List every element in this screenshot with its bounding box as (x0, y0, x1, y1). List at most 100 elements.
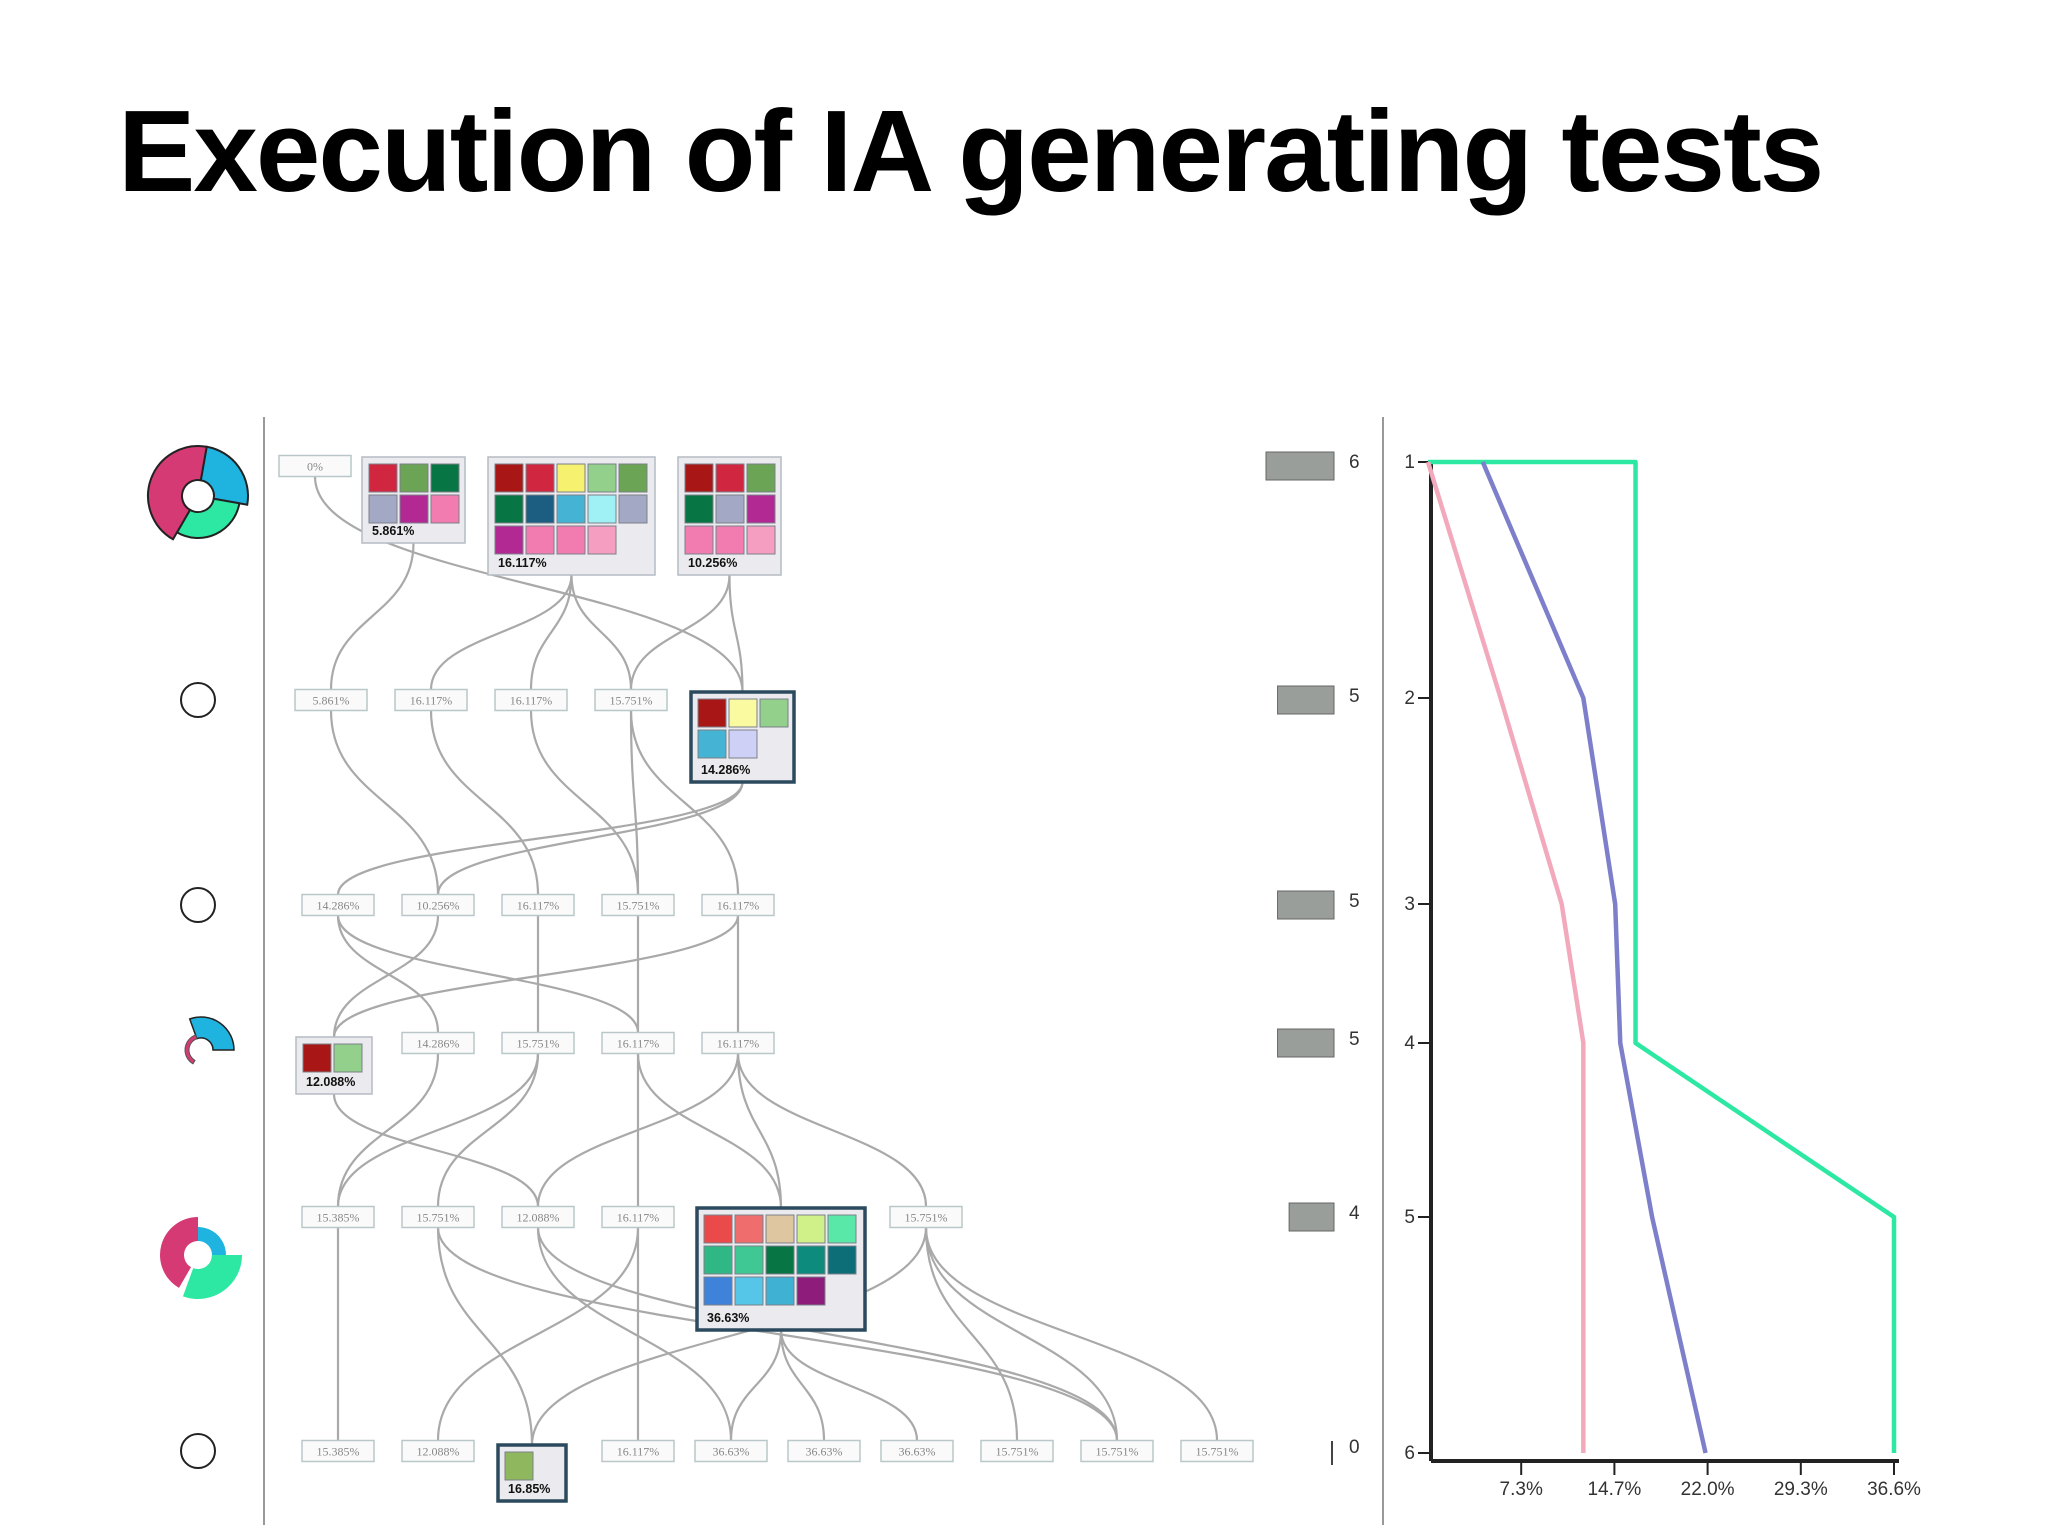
node-tag-r4-c1: 15.751% (401, 1205, 475, 1229)
node-tag-r4-c2: 12.088% (501, 1205, 575, 1229)
color-swatch (796, 1214, 826, 1244)
tag-frame (401, 1205, 475, 1229)
edge-11 (629, 710, 740, 895)
color-swatch (368, 463, 398, 493)
bar-value: 6 (1349, 452, 1360, 473)
tag-label: 15.751% (417, 1211, 460, 1225)
color-swatch (715, 525, 745, 555)
edge-6 (728, 574, 744, 693)
node-box-r0-c1: 5.861% (361, 456, 466, 544)
node-tag-r2-c1: 10.256% (401, 893, 475, 917)
edge-42 (924, 1227, 1219, 1441)
box-label: 16.85% (508, 1482, 550, 1496)
node-tag-r5-c0: 15.385% (301, 1439, 375, 1463)
row-glyph-ring-empty (180, 1433, 216, 1469)
row-glyph-ring-empty (180, 682, 216, 718)
color-swatch (765, 1214, 795, 1244)
node-tag-r4-c0: 15.385% (301, 1205, 375, 1229)
donut-segment (175, 497, 241, 539)
color-swatch (728, 698, 758, 728)
tag-frame (889, 1205, 963, 1229)
node-tag-r2-c0: 14.286% (301, 893, 375, 917)
x-tick-label: 7.3% (1500, 1479, 1543, 1500)
x-tick-label: 22.0% (1681, 1479, 1735, 1500)
color-swatch (684, 525, 714, 555)
tag-frame (787, 1439, 861, 1463)
color-swatch (399, 463, 429, 493)
color-swatch (525, 494, 555, 524)
color-swatch (746, 525, 776, 555)
edge-40 (924, 1227, 1019, 1441)
tag-label: 36.63% (899, 1445, 936, 1459)
edge-24 (636, 1053, 783, 1209)
tag-frame (601, 1031, 675, 1055)
x-tick-label: 36.6% (1867, 1479, 1921, 1500)
box-label: 14.286% (701, 763, 750, 777)
tag-label: 15.385% (317, 1211, 360, 1225)
tag-frame (594, 688, 668, 712)
row-bar-4: 4 (1288, 1202, 1360, 1232)
color-swatch (587, 525, 617, 555)
node-box-r0-c2: 16.117% (487, 456, 656, 576)
box-label: 36.63% (707, 1311, 749, 1325)
tag-frame (301, 1439, 375, 1463)
row-glyph-donut-partial-large (160, 1216, 242, 1299)
node-box-r3-c0: 12.088% (295, 1036, 373, 1095)
tag-frame (601, 1205, 675, 1229)
color-swatch (556, 525, 586, 555)
edges-layer (313, 476, 1219, 1446)
node-tag-r5-c3: 16.117% (601, 1439, 675, 1463)
color-swatch (556, 494, 586, 524)
tag-label: 16.117% (717, 1037, 760, 1051)
color-swatch (796, 1245, 826, 1275)
tag-label: 36.63% (806, 1445, 843, 1459)
y-tick-label: 1 (1404, 452, 1415, 473)
tag-label: 15.385% (317, 1445, 360, 1459)
edge-18 (332, 915, 740, 1038)
color-swatch (684, 463, 714, 493)
tag-frame (980, 1439, 1054, 1463)
color-swatch (796, 1276, 826, 1306)
donut-segment (188, 1016, 235, 1051)
tag-label: 16.117% (410, 694, 453, 708)
color-swatch (703, 1214, 733, 1244)
node-tag-r1-c0: 5.861% (294, 688, 368, 712)
tag-frame (401, 1031, 475, 1055)
edge-0 (313, 476, 744, 693)
color-swatch (765, 1276, 795, 1306)
tag-label: 16.117% (717, 899, 760, 913)
tag-label: 5.861% (313, 694, 350, 708)
node-box-r0-c3: 10.256% (677, 456, 782, 576)
node-tag-r1-c2: 16.117% (494, 688, 568, 712)
color-swatch (765, 1245, 795, 1275)
x-tick-label: 29.3% (1774, 1479, 1828, 1500)
tag-frame (601, 1439, 675, 1463)
tag-label: 15.751% (517, 1037, 560, 1051)
color-swatch (618, 463, 648, 493)
donut-segment (160, 1216, 198, 1288)
color-swatch (734, 1214, 764, 1244)
node-tag-r5-c5: 36.63% (787, 1439, 861, 1463)
tag-label: 16.117% (517, 899, 560, 913)
x-tick-label: 14.7% (1587, 1479, 1641, 1500)
tag-frame (394, 688, 468, 712)
row-glyph-donut-partial-small (184, 1016, 235, 1065)
donut-segment (199, 445, 249, 506)
edge-26 (736, 1053, 783, 1209)
bar-rect (1277, 890, 1335, 920)
edge-34 (436, 1227, 640, 1441)
bar-value: 0 (1349, 1437, 1360, 1458)
node-tag-r2-c4: 16.117% (701, 893, 775, 917)
tag-label: 12.088% (517, 1211, 560, 1225)
tag-frame (278, 454, 352, 478)
edge-2 (429, 574, 573, 690)
tag-label: 15.751% (617, 899, 660, 913)
color-swatch (494, 525, 524, 555)
bar-value: 4 (1349, 1203, 1360, 1224)
row-bar-3: 5 (1277, 1028, 1360, 1058)
row-bar-2: 5 (1277, 890, 1360, 920)
color-swatch (399, 494, 429, 524)
bar-rect (1288, 1202, 1335, 1232)
node-tag-r2-c3: 15.751% (601, 893, 675, 917)
